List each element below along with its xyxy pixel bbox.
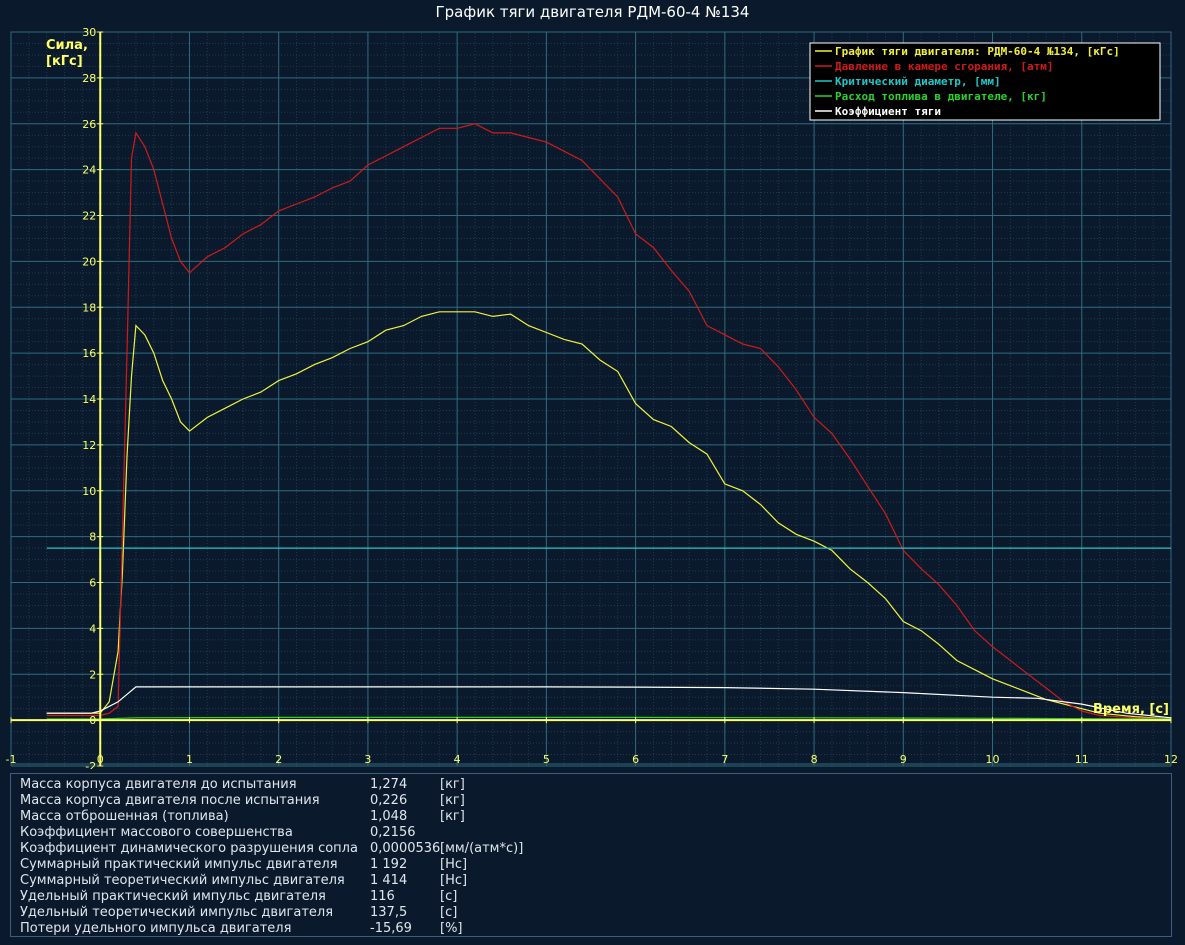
series-layer [46,123,1172,720]
y-tick-label: 12 [82,439,96,452]
summary-value: 1 414 [370,873,408,888]
summary-label: Суммарный практический импульс двигателя [20,857,338,872]
summary-label: Масса отброшенная (топлива) [20,809,229,824]
series-line-1 [46,123,1172,720]
y-tick-label: 4 [89,622,96,635]
x-tick-label: 1 [186,753,193,766]
legend-entry: График тяги двигателя: РДМ-60-4 №134, [к… [835,45,1120,58]
y-tick-label: 16 [82,347,96,360]
y-tick-label: 0 [89,714,96,727]
thrust-chart: -1 0 1 2 3 4 5 6 7 8 9 10 11 12-202468101214161820222… [6,26,1178,769]
summary-label: Масса корпуса двигателя после испытания [20,793,320,808]
series-line-0 [46,311,1172,720]
summary-value: 1 192 [370,857,408,872]
summary-value: 0,2156 [370,825,416,840]
summary-label: Коэффициент массового совершенства [20,825,293,840]
summary-value: 1,274 [370,777,408,792]
summary-unit: [кг] [440,777,465,792]
y-tick-label: 30 [82,26,96,39]
x-tick-label: 10 [986,753,1000,766]
y-tick-label: 20 [82,255,96,268]
x-tick-label: 6 [632,753,639,766]
summary-unit: [мм/(атм*с)] [440,841,524,856]
legend: График тяги двигателя: РДМ-60-4 №134, [к… [809,42,1161,121]
x-tick-label: 9 [900,753,907,766]
summary-label: Потери удельного импульса двигателя [20,921,292,936]
summary-value: 137,5 [370,905,408,920]
y-tick-label: 24 [82,164,96,177]
summary-unit: [кг] [440,809,465,824]
summary-label: Коэффициент динамического разрушения соп… [20,841,358,856]
x-tick-label: 4 [454,753,461,766]
y-tick-label: 6 [89,577,96,590]
summary-unit: [кг] [440,793,465,808]
y-tick-label: 26 [82,118,96,131]
x-axis-label: Время, [с] [1093,702,1169,717]
summary-label: Масса корпуса двигателя до испытания [20,777,297,792]
summary-label: Удельный теоретический импульс двигателя [20,905,334,920]
x-tick-label: 7 [721,753,728,766]
y-axis-label-line2: [кГс] [46,54,83,69]
summary-label: Удельный практический импульс двигателя [20,889,326,904]
summary-value: 116 [370,889,395,904]
y-tick-label: 2 [89,668,96,681]
series-line-4 [46,686,1172,719]
summary-value: 1,048 [370,809,408,824]
y-tick-label: 10 [82,485,96,498]
legend-entry: Расход топлива в двигателе, [кг] [835,90,1047,103]
x-tick-label: 5 [543,753,550,766]
summary-unit: [Нс] [440,873,468,888]
y-tick-label: -2 [85,760,96,769]
x-tick-label: 8 [811,753,818,766]
y-axis-label-line1: Сила, [46,38,88,53]
x-tick-label: 0 [97,753,104,766]
y-tick-label: 8 [89,531,96,544]
tick-labels: -1 0 1 2 3 4 5 6 7 8 9 10 11 12-202468101214161820222… [6,26,1178,769]
legend-entry: Коэффициент тяги [835,105,941,118]
summary-value: -15,69 [370,921,412,936]
summary-value: 0,226 [370,793,408,808]
series-line-3 [46,716,1172,720]
legend-entry: Давление в камере сгорания, [атм] [835,60,1054,73]
engine-summary-panel: Масса корпуса двигателя до испытания 1,27… [10,773,1172,937]
page-title: График тяги двигателя РДМ-60-4 №134 [435,3,750,21]
y-tick-label: 18 [82,301,96,314]
x-tick-label: 12 [1164,753,1178,766]
summary-unit: [Нс] [440,857,468,872]
y-tick-label: 14 [82,393,96,406]
y-tick-label: 22 [82,210,96,223]
summary-unit: [с] [440,905,458,920]
x-tick-label: 11 [1075,753,1089,766]
x-tick-label: -1 [6,753,17,766]
plot-area [10,31,1172,765]
x-tick-label: 3 [364,753,371,766]
summary-value: 0,0000536 [370,841,441,856]
summary-unit: [%] [440,921,463,936]
summary-unit: [с] [440,889,458,904]
x-tick-label: 2 [275,753,282,766]
y-tick-label: 28 [82,72,96,85]
summary-label: Суммарный теоретический импульс двигател… [20,873,345,888]
grid-major [10,31,1172,767]
legend-entry: Критический диаметр, [мм] [835,75,1001,88]
legend-box [809,42,1161,121]
